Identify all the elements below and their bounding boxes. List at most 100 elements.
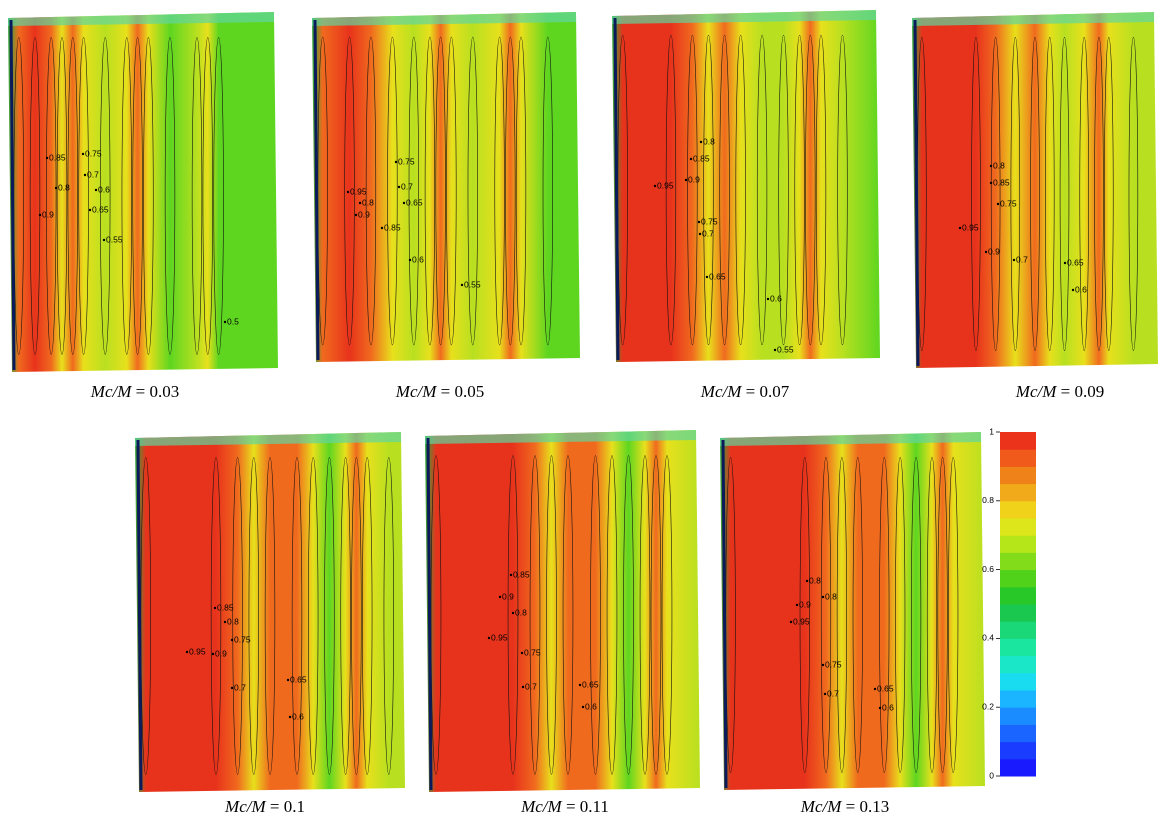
- colorbar-band: [1000, 741, 1036, 760]
- contour-line: [467, 36, 478, 346]
- caption-value: 0.11: [576, 797, 609, 816]
- contour-label: 0.55: [106, 234, 123, 244]
- left-edge: [9, 19, 16, 371]
- contour-label: 0.6: [98, 184, 110, 194]
- contour-line: [665, 34, 677, 346]
- contour-line: [1045, 37, 1055, 351]
- caption-value: 0.05: [450, 382, 484, 401]
- colorbar-band: [1000, 552, 1036, 571]
- contour-label-dot: [821, 663, 825, 667]
- contour-label-dot: [511, 611, 515, 615]
- contour-label-dot: [81, 152, 85, 156]
- contour-line: [435, 36, 446, 346]
- contour-line: [590, 455, 601, 775]
- contour-label-dot: [766, 297, 770, 301]
- contour-label-dot: [45, 156, 49, 160]
- colorbar-band: [1000, 535, 1036, 553]
- contour-label: 0.8: [515, 607, 527, 617]
- colorbar-band: [1000, 604, 1036, 622]
- contour-label: 0.75: [701, 216, 718, 226]
- contour-label-dot: [795, 603, 799, 607]
- contour-label-dot: [223, 620, 227, 624]
- contour-field: [720, 432, 985, 790]
- contour-label: 0.55: [464, 279, 481, 289]
- contour-label: 0.95: [657, 180, 674, 190]
- caption-relation: =: [131, 382, 145, 401]
- contour-label: 0.9: [799, 599, 811, 609]
- left-edge: [426, 437, 433, 791]
- contour-label: 0.65: [877, 683, 894, 693]
- contour-label-dot: [697, 220, 701, 224]
- contour-label-dot: [211, 652, 215, 656]
- contour-label: 0.6: [412, 254, 424, 264]
- contour-line: [291, 457, 303, 775]
- caption-value: 0.03: [145, 382, 179, 401]
- caption: Mc/M = 0.13: [800, 797, 889, 816]
- contour-label-dot: [1071, 288, 1075, 292]
- contour-line: [164, 37, 176, 355]
- caption-value: 0.1: [279, 797, 305, 816]
- colorbar-band: [1000, 466, 1036, 485]
- contour-label-dot: [38, 213, 42, 217]
- colorbar-band: [1000, 672, 1036, 691]
- colorbar-band: [1000, 655, 1036, 674]
- left-edge: [721, 439, 728, 789]
- contour-label: 0.7: [827, 688, 839, 698]
- contour-line: [29, 37, 41, 355]
- contour-label-dot: [185, 650, 189, 654]
- contour-label: 0.95: [189, 646, 206, 656]
- contour-line: [362, 457, 373, 775]
- caption-variable: Mc/M: [800, 797, 842, 816]
- top-edge: [425, 430, 696, 444]
- contour-label: 0.5: [227, 316, 239, 326]
- contour-label-dot: [520, 651, 524, 655]
- contour-label: 0.9: [358, 209, 370, 219]
- contour-label: 0.8: [809, 575, 821, 585]
- contour-line: [926, 457, 938, 773]
- contour-label-dot: [699, 140, 703, 144]
- contour-label: 0.65: [406, 197, 423, 207]
- contour-line: [264, 457, 276, 775]
- caption-variable: Mc/M: [1015, 382, 1057, 401]
- contour-line: [424, 36, 436, 346]
- contour-label-dot: [223, 320, 227, 324]
- contour-label: 0.65: [290, 674, 307, 684]
- contour-line: [67, 37, 78, 355]
- contour-line: [1010, 37, 1021, 351]
- caption: Mc/M = 0.03: [90, 382, 179, 401]
- contour-line: [542, 36, 553, 346]
- contour-label-dot: [358, 201, 362, 205]
- contour-label-dot: [878, 706, 882, 710]
- caption: Mc/M = 0.1: [224, 797, 305, 816]
- panel: 0.85 0.8 0.75 0.95 0.9 0.7 0.65 0.6 Mc/M = 0.1: [135, 432, 405, 816]
- contour-label-dot: [581, 705, 585, 709]
- caption-variable: Mc/M: [90, 382, 132, 401]
- contour-line: [78, 37, 89, 355]
- colorbar-band: [1000, 500, 1036, 519]
- contour-line: [1030, 37, 1040, 351]
- contour-label-dot: [684, 178, 688, 182]
- caption-variable: Mc/M: [395, 382, 437, 401]
- contour-label: 0.7: [87, 169, 99, 179]
- contour-label-dot: [509, 573, 513, 577]
- contour-label-dot: [705, 275, 709, 279]
- contour-line: [794, 34, 805, 346]
- contour-line: [515, 36, 527, 346]
- contour-label-dot: [397, 185, 401, 189]
- contour-line: [529, 455, 541, 775]
- colorbar-band: [1000, 724, 1036, 743]
- contour-label: 0.9: [502, 591, 514, 601]
- contour-line: [121, 37, 132, 355]
- contour-line: [799, 457, 810, 773]
- contour-label: 0.6: [770, 293, 782, 303]
- contour-label-dot: [958, 226, 962, 230]
- contour-line: [1128, 37, 1139, 351]
- contour-label: 0.65: [709, 271, 726, 281]
- contour-line: [650, 455, 662, 775]
- contour-line: [340, 457, 351, 775]
- contour-line: [132, 37, 143, 355]
- contour-line: [623, 455, 634, 775]
- contour-label: 0.7: [1016, 254, 1028, 264]
- left-edge: [613, 17, 620, 361]
- contour-label: 0.9: [688, 174, 700, 184]
